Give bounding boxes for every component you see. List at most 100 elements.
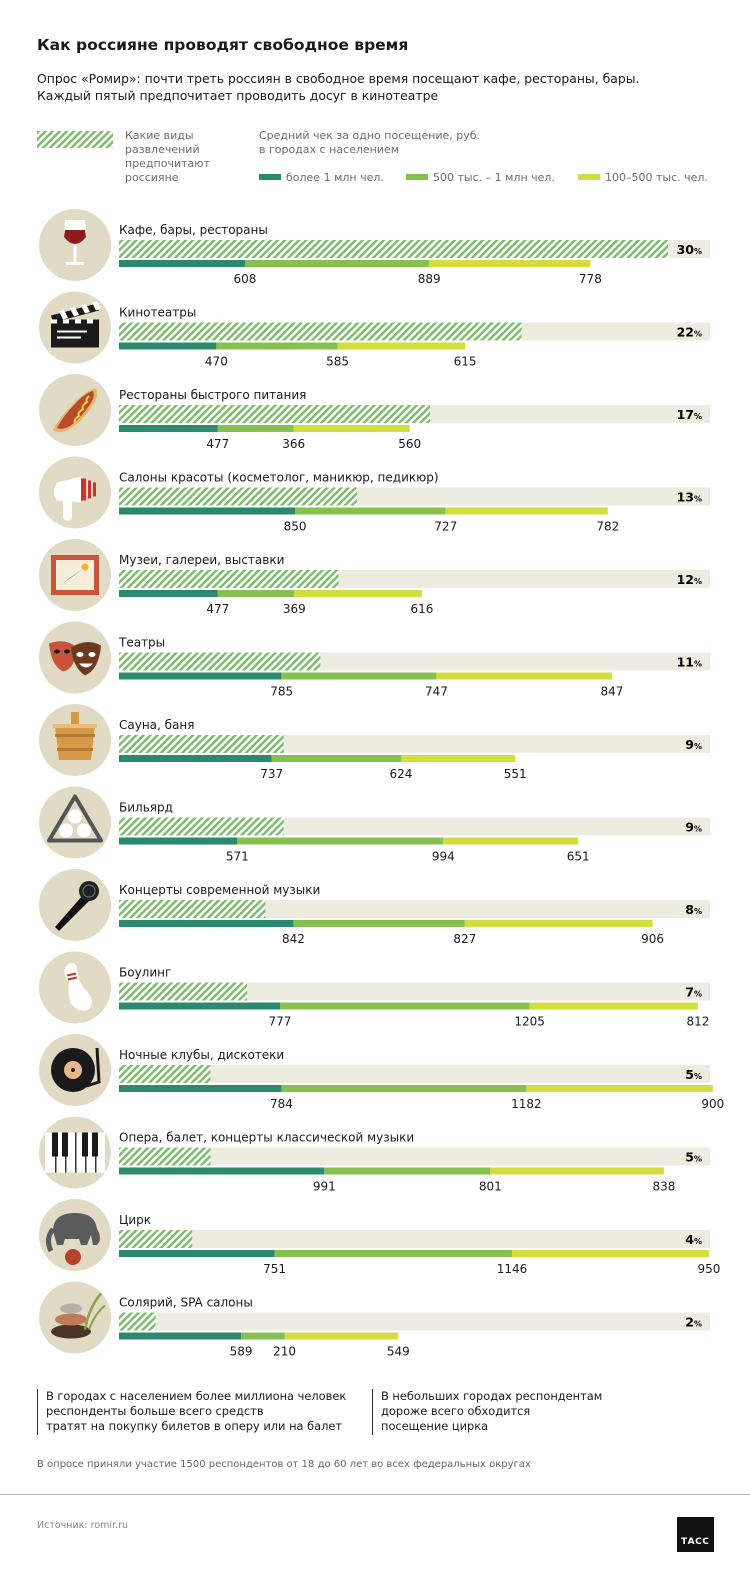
- share-bar: [119, 240, 668, 258]
- share-percent-label: 7%: [685, 985, 702, 1000]
- avg-check-bar: [217, 425, 294, 432]
- tass-logo: ТАСС: [677, 1517, 714, 1552]
- avg-check-bar: [119, 260, 245, 267]
- avg-check-bar: [244, 260, 430, 267]
- hair-dryer-icon: [39, 456, 111, 529]
- chart-row: Рестораны быстрого питания 17% 477 366 560: [39, 374, 710, 451]
- avg-check-value-label: 994: [432, 850, 455, 864]
- avg-check-value-label: 847: [600, 685, 623, 699]
- avg-check-value-label: 551: [504, 767, 527, 781]
- avg-check-bar: [400, 755, 516, 762]
- chart-row: Кинотеатры 22% 470 585 615: [39, 291, 710, 369]
- share-bar: [119, 982, 248, 1001]
- share-bar: [119, 487, 357, 506]
- category-label: Концерты современной музыки: [119, 883, 320, 897]
- wine-glass-icon: [39, 209, 111, 281]
- share-percent-label: 12%: [677, 572, 702, 587]
- avg-check-bar: [119, 507, 296, 515]
- avg-check-value-label: 842: [282, 932, 305, 946]
- hotdog-icon: [39, 374, 111, 446]
- legend-series-1-swatch: [259, 174, 281, 180]
- share-bar: [119, 900, 266, 918]
- avg-check-bar: [241, 1332, 285, 1340]
- share-track: [119, 900, 710, 918]
- avg-check-bar: [281, 672, 437, 680]
- avg-check-value-label: 737: [260, 767, 283, 781]
- share-percent-label: 22%: [677, 325, 702, 340]
- note-right: В небольших городах респондентам дороже …: [372, 1389, 602, 1435]
- category-label: Рестораны быстрого питания: [119, 388, 306, 402]
- microphone-icon: [39, 869, 111, 941]
- share-percent-label: 9%: [685, 737, 702, 752]
- avg-check-value-label: 801: [479, 1180, 502, 1194]
- avg-check-bar: [119, 837, 238, 845]
- share-percent-label: 4%: [685, 1232, 702, 1247]
- source-label: Источник: romir.ru: [37, 1520, 129, 1531]
- chart-row: Сауна, баня 9% 737 624 551: [39, 704, 710, 781]
- share-bar: [119, 405, 431, 423]
- share-percent-label: 2%: [685, 1315, 702, 1330]
- avg-check-bar: [324, 1167, 491, 1175]
- sauna-bucket-icon: [39, 704, 111, 776]
- circus-elephant-icon: [39, 1199, 111, 1271]
- category-label: Солярий, SPA салоны: [119, 1296, 253, 1310]
- note-left: В городах с населением более миллиона че…: [37, 1389, 346, 1435]
- avg-check-bar: [119, 1085, 282, 1092]
- chart-row: Салоны красоты (косметолог, маникюр, пед…: [39, 456, 710, 534]
- legend-average-check-title: Средний чек за одно посещение, руб. в го…: [259, 129, 559, 157]
- avg-check-bar: [119, 1002, 280, 1010]
- share-bar: [119, 735, 284, 753]
- avg-check-value-label: 727: [434, 520, 457, 534]
- spa-stones-icon: [39, 1281, 111, 1354]
- avg-check-value-label: 900: [701, 1097, 724, 1111]
- avg-check-value-label: 785: [270, 685, 293, 699]
- survey-footnote: В опросе приняли участие 1500 респондент…: [37, 1459, 531, 1470]
- avg-check-bar: [436, 672, 612, 680]
- share-percent-label: 8%: [685, 902, 702, 917]
- share-bar: [119, 1065, 211, 1083]
- category-label: Бильярд: [119, 801, 173, 815]
- avg-check-bar: [119, 342, 217, 350]
- note-right-line-1: В небольших городах респондентам: [381, 1389, 603, 1403]
- avg-check-bar: [119, 920, 294, 927]
- avg-check-value-label: 838: [652, 1180, 675, 1194]
- share-percent-label: 5%: [685, 1150, 702, 1165]
- chart-row: Музеи, галереи, выставки 12% 477 369 616: [39, 539, 710, 616]
- category-label: Театры: [118, 636, 165, 650]
- legend-average-title-line-1: Средний чек за одно посещение, руб.: [259, 129, 481, 142]
- avg-check-bar: [526, 1085, 713, 1092]
- legend-average-title-line-2: в городах с населением: [259, 143, 400, 156]
- avg-check-bar: [279, 1002, 530, 1010]
- share-percent-label: 5%: [685, 1067, 702, 1082]
- avg-check-value-label: 778: [579, 272, 602, 286]
- avg-check-value-label: 210: [273, 1345, 296, 1359]
- chart-row: Ночные клубы, дискотеки 5% 784 1182 900: [39, 1034, 724, 1111]
- category-label: Боулинг: [119, 966, 171, 980]
- avg-check-bar: [337, 342, 466, 350]
- painting-icon: [39, 539, 111, 611]
- avg-check-value-label: 782: [596, 520, 619, 534]
- avg-check-value-label: 560: [398, 437, 421, 451]
- share-percent-label: 17%: [677, 407, 702, 422]
- avg-check-bar: [119, 755, 272, 762]
- legend-series-3-swatch: [578, 174, 600, 180]
- subtitle-line-1: Опрос «Ромир»: почти треть россиян в сво…: [37, 71, 640, 86]
- avg-check-bar: [293, 425, 410, 432]
- category-label: Кинотеатры: [119, 306, 196, 320]
- avg-check-value-label: 950: [697, 1262, 720, 1276]
- avg-check-value-label: 827: [453, 932, 476, 946]
- vinyl-record-icon: [39, 1034, 111, 1106]
- avg-check-value-label: 366: [282, 437, 305, 451]
- avg-check-value-label: 369: [283, 602, 306, 616]
- avg-check-bar: [295, 507, 446, 515]
- legend-series-2: 500 тыс. – 1 млн чел.: [406, 170, 555, 184]
- avg-check-value-label: 751: [263, 1262, 286, 1276]
- share-bar: [119, 570, 339, 588]
- note-left-line-3: тратят на покупку билетов в оперу или на…: [46, 1419, 343, 1433]
- avg-check-value-label: 589: [230, 1345, 253, 1359]
- avg-check-value-label: 549: [387, 1345, 410, 1359]
- avg-check-bar: [294, 590, 422, 597]
- category-label: Опера, балет, концерты классической музы…: [119, 1131, 414, 1145]
- page-title: Как россияне проводят свободное время: [37, 36, 409, 54]
- share-percent-label: 30%: [677, 242, 702, 257]
